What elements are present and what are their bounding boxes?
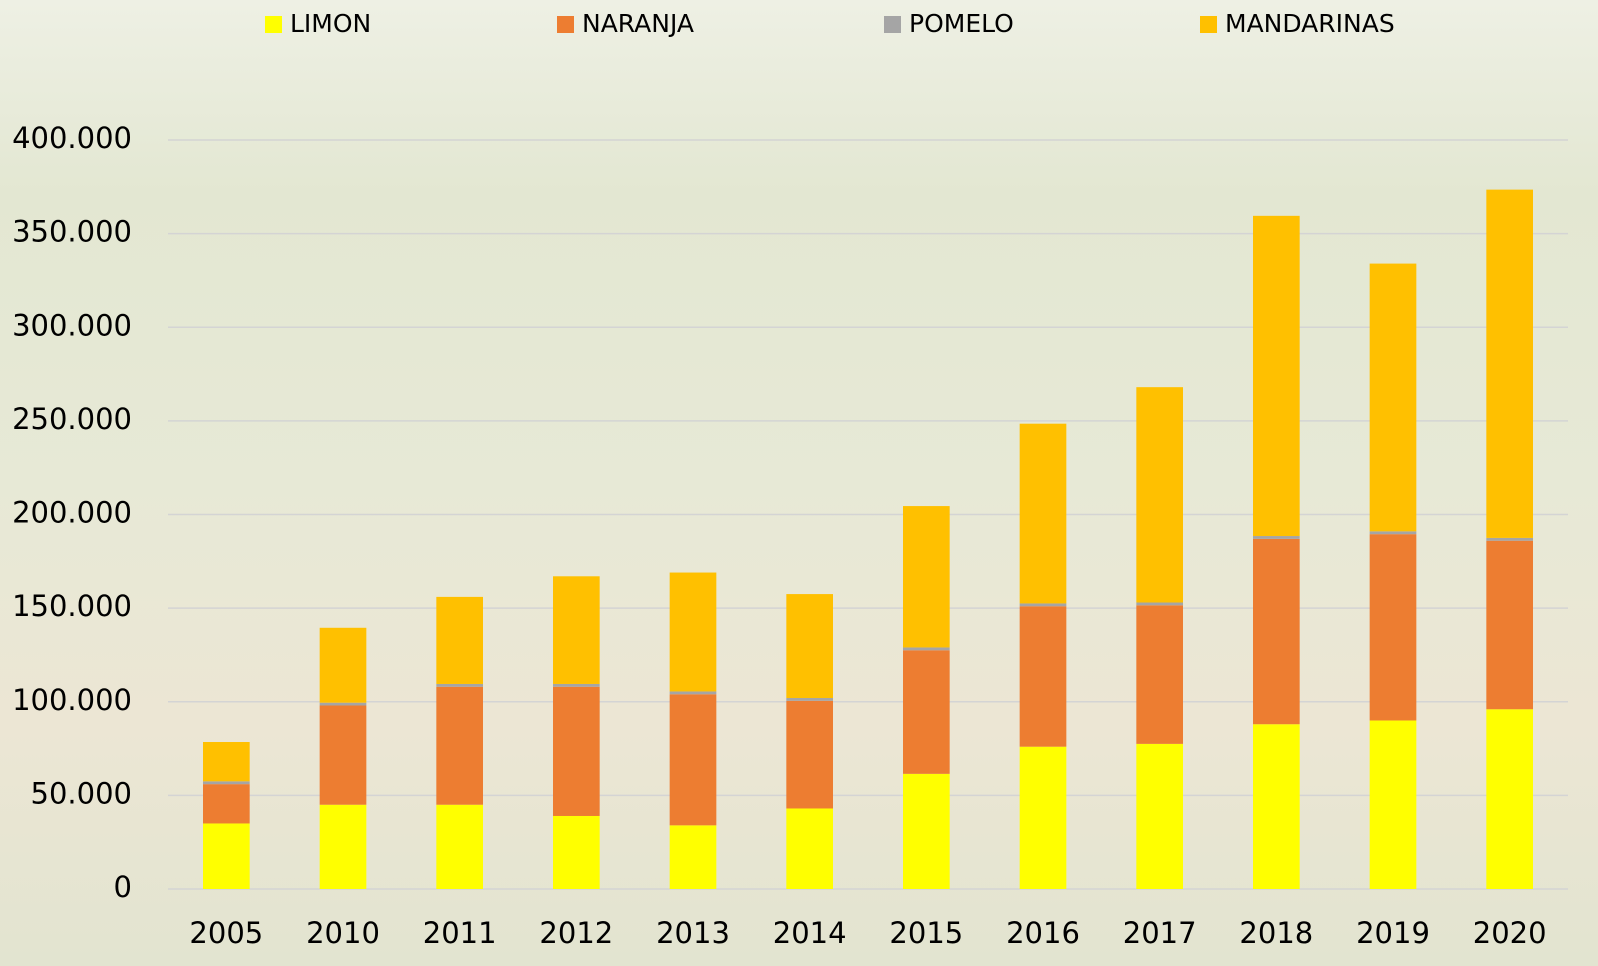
x-tick-label: 2015 bbox=[889, 916, 963, 950]
bar-segment bbox=[319, 705, 367, 805]
bar-segment bbox=[669, 572, 717, 692]
legend-swatch bbox=[557, 16, 574, 33]
bar-segment bbox=[436, 596, 483, 684]
x-tick-label: 2005 bbox=[189, 916, 263, 950]
x-tick-label: 2011 bbox=[423, 916, 497, 950]
legend-swatch bbox=[1200, 16, 1217, 33]
x-tick-label: 2010 bbox=[306, 916, 380, 950]
bar-segment bbox=[1136, 743, 1183, 889]
bar-segment bbox=[1369, 720, 1417, 889]
bar-segment bbox=[786, 594, 833, 699]
bar-segment bbox=[786, 698, 833, 701]
bar-segment bbox=[319, 627, 367, 703]
legend-swatch bbox=[884, 16, 901, 33]
bar-segment bbox=[1486, 189, 1533, 538]
bar-segment bbox=[903, 506, 950, 648]
y-tick-label: 250.000 bbox=[12, 402, 132, 436]
y-tick-label: 350.000 bbox=[12, 215, 132, 249]
y-tick-label: 150.000 bbox=[12, 589, 132, 623]
bar-segment bbox=[319, 804, 367, 889]
bar-segment bbox=[436, 804, 483, 889]
bar-segment bbox=[1019, 423, 1067, 604]
bar-segment bbox=[553, 576, 600, 684]
bar-segment bbox=[553, 815, 600, 889]
bar-segment bbox=[203, 784, 250, 824]
x-tick-label: 2012 bbox=[539, 916, 613, 950]
x-tick-label: 2017 bbox=[1123, 916, 1197, 950]
bar-segment bbox=[203, 742, 250, 782]
bar-segment bbox=[553, 686, 600, 816]
bar-segment bbox=[786, 700, 833, 809]
x-tick-label: 2018 bbox=[1239, 916, 1313, 950]
legend-label: NARANJA bbox=[582, 9, 694, 38]
bar-segment bbox=[553, 683, 600, 687]
y-tick-label: 50.000 bbox=[31, 776, 132, 810]
bar-segment bbox=[903, 650, 950, 774]
bar-segment bbox=[1369, 531, 1417, 535]
bar-segment bbox=[1019, 606, 1067, 747]
y-tick-label: 100.000 bbox=[12, 683, 132, 717]
x-tick-label: 2020 bbox=[1473, 916, 1547, 950]
bar-segment bbox=[203, 781, 250, 785]
bar-segment bbox=[1253, 536, 1300, 539]
bar-segment bbox=[669, 825, 717, 889]
legend-label: MANDARINAS bbox=[1225, 9, 1395, 38]
bar-segment bbox=[1019, 746, 1067, 889]
bar-segment bbox=[786, 808, 833, 889]
bar-segment bbox=[1369, 534, 1417, 721]
y-tick-label: 0 bbox=[114, 870, 132, 904]
x-tick-label: 2013 bbox=[656, 916, 730, 950]
bar-segment bbox=[1486, 540, 1533, 710]
x-tick-label: 2019 bbox=[1356, 916, 1430, 950]
bar-segment bbox=[1253, 215, 1300, 537]
y-tick-label: 400.000 bbox=[12, 121, 132, 155]
bar-segment bbox=[1369, 263, 1417, 532]
bar-segment bbox=[319, 702, 367, 706]
bar-segment bbox=[1253, 538, 1300, 725]
bar-segment bbox=[903, 773, 950, 889]
bar-segment bbox=[203, 823, 250, 889]
x-tick-label: 2016 bbox=[1006, 916, 1080, 950]
bar-segment bbox=[436, 683, 483, 687]
bar-segment bbox=[1136, 602, 1183, 606]
bar-segment bbox=[1486, 537, 1533, 541]
legend-label: POMELO bbox=[909, 9, 1014, 38]
y-tick-label: 300.000 bbox=[12, 308, 132, 342]
bar-segment bbox=[436, 686, 483, 805]
legend-swatch bbox=[265, 16, 282, 33]
bar-segment bbox=[1136, 387, 1183, 603]
x-tick-label: 2014 bbox=[773, 916, 847, 950]
bar-segment bbox=[669, 691, 717, 695]
bar-segment bbox=[1486, 709, 1533, 889]
bar-segment bbox=[1019, 603, 1067, 607]
bar-segment bbox=[669, 694, 717, 826]
bar-segment bbox=[1253, 724, 1300, 889]
bar-segment bbox=[903, 647, 950, 651]
y-tick-label: 200.000 bbox=[12, 496, 132, 530]
bar-segment bbox=[1136, 605, 1183, 744]
legend-label: LIMON bbox=[290, 9, 371, 38]
